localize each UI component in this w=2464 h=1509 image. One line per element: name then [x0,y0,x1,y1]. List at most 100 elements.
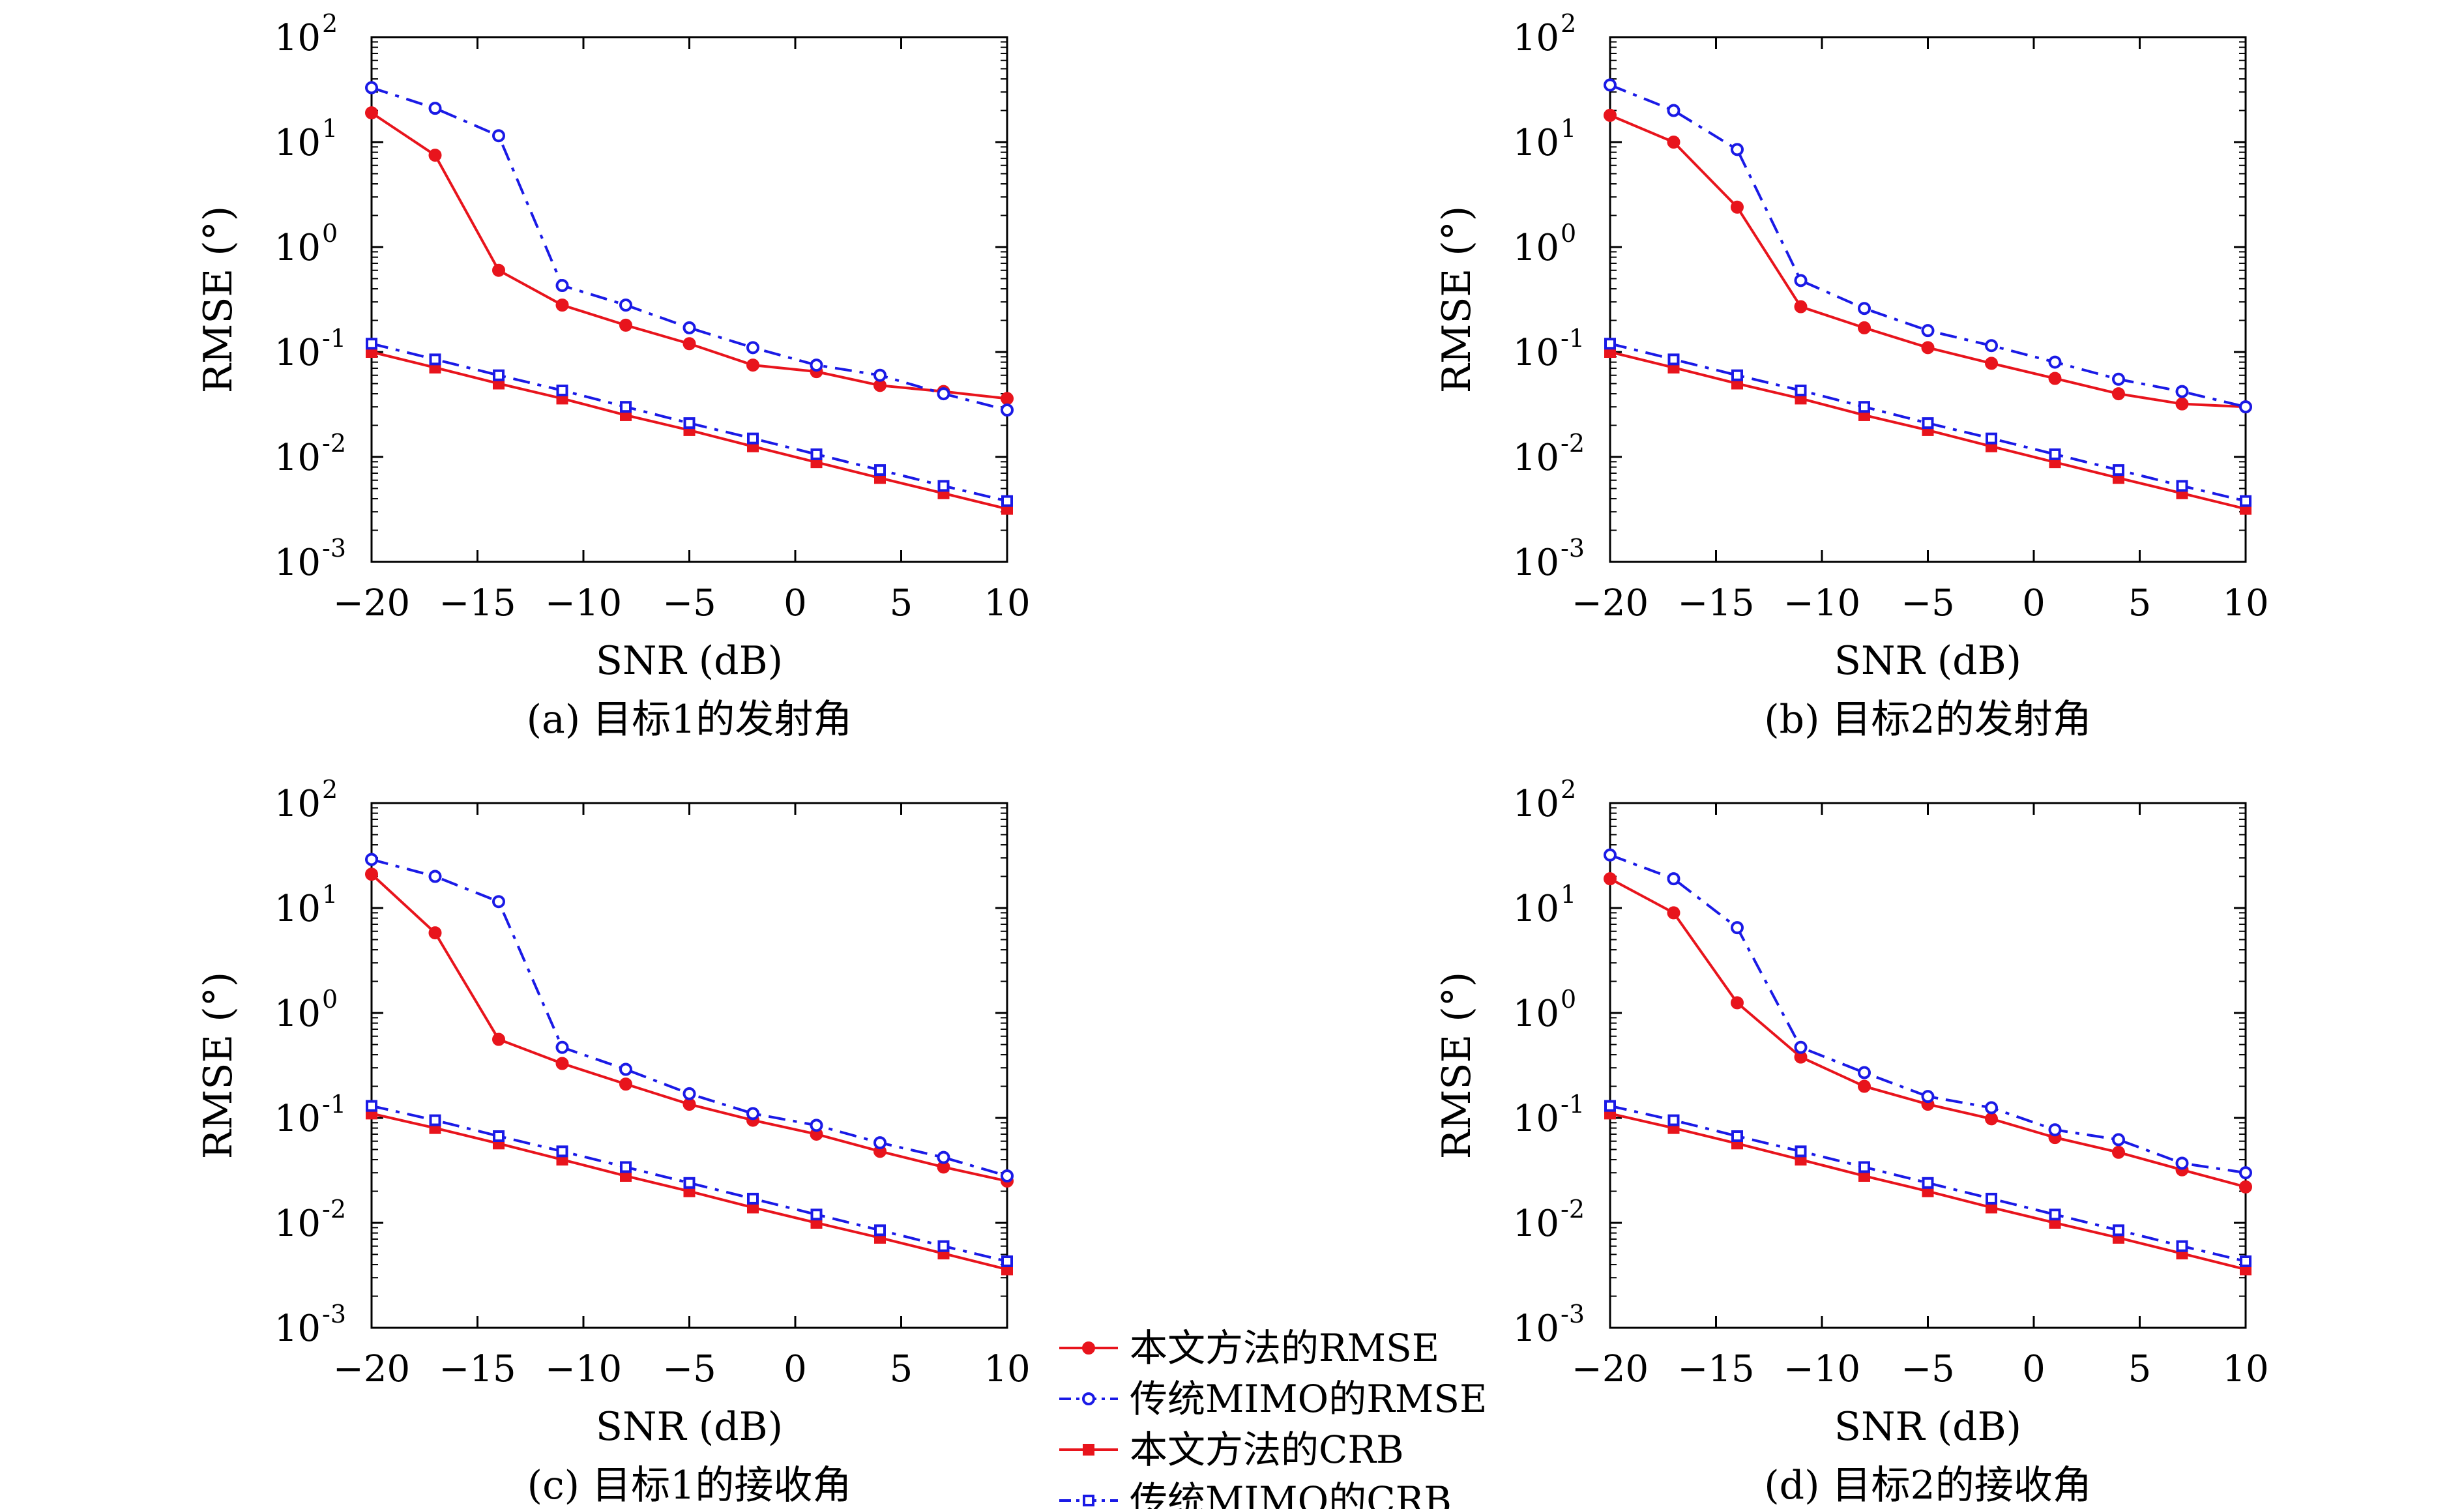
data-point [746,359,759,372]
data-point [937,1150,950,1164]
series [365,81,1014,417]
legend: 本文方法的RMSE 传统MIMO的RMSE 本文方法的CRB 传统MIMO的CRB [1059,1326,1487,1509]
x-tick-label: 5 [890,582,913,624]
y-tick-label: 10 [274,993,321,1035]
data-point [365,81,378,95]
y-tick-label: 10 [1513,332,1559,374]
data-point [493,369,505,381]
data-point [365,868,378,881]
x-axis-label: SNR (dB) [596,1404,783,1450]
data-point [1667,872,1680,886]
data-point [2175,397,2189,411]
y-axis-label: RMSE (°) [196,972,241,1159]
data-point [555,1057,569,1070]
x-tick-label: −15 [439,1348,516,1390]
data-point [428,926,442,940]
data-point [2049,448,2061,460]
data-point [874,464,886,476]
panel-caption: (b) 目标2的发射角 [1764,697,2091,742]
y-tick-label: 10 [274,17,321,59]
data-point [1604,1100,1616,1112]
data-point [1604,848,1617,862]
data-point [1604,78,1617,92]
data-point [1667,104,1680,117]
data-point [429,353,441,366]
x-tick-label: −5 [1901,582,1955,624]
data-point [1001,1255,1013,1268]
legend-marker [1083,1495,1094,1506]
x-axis-label: SNR (dB) [1834,1404,2021,1450]
x-tick-label: −10 [1783,1348,1860,1390]
y-tick-label: 10 [274,1203,321,1245]
data-point [937,480,950,492]
x-tick-label: −5 [662,1348,716,1390]
series [365,853,1014,1183]
data-point [2240,495,2251,507]
y-tick-label: 10 [274,1098,321,1140]
data-point [429,1114,441,1126]
series [1604,1107,2251,1276]
data-point [556,1145,568,1158]
legend-entry: 本文方法的RMSE [1059,1326,1439,1370]
y-tick-exponent: 0 [1561,219,1576,248]
data-point [1731,200,1744,214]
series-line [371,86,1008,411]
legend-entry: 传统MIMO的RMSE [1059,1377,1487,1421]
y-tick-exponent: -2 [1561,429,1585,458]
y-axis-label: RMSE (°) [1434,206,1480,393]
y-tick-exponent: 1 [1561,880,1576,909]
data-point [1922,417,1934,430]
data-point [1795,1145,1807,1158]
y-tick-exponent: 2 [1561,775,1576,804]
y-tick-label: 10 [1513,993,1559,1035]
data-point [492,263,505,277]
data-point [1001,403,1014,417]
data-point [1921,1090,1935,1104]
x-axis-label: SNR (dB) [1834,638,2021,684]
legend-entry: 传统MIMO的CRB [1059,1478,1452,1509]
legend-marker [1082,1341,1095,1355]
data-point [1858,1079,1871,1093]
data-point [873,368,887,382]
x-tick-label: −15 [1677,1348,1754,1390]
series [366,1107,1013,1276]
data-point [937,387,950,401]
y-axis-label: RMSE (°) [196,206,241,393]
data-point [1604,108,1617,122]
data-point [493,1130,505,1143]
data-point [682,1087,696,1100]
data-point [2240,1255,2251,1268]
data-point [365,106,378,120]
data-point [873,1136,887,1150]
legend-label: 传统MIMO的RMSE [1130,1377,1487,1421]
y-tick-exponent: 2 [1561,9,1576,38]
data-point [428,149,442,162]
y-tick-exponent: -3 [1561,1300,1585,1328]
data-point [2175,1156,2189,1170]
x-tick-label: −5 [662,582,716,624]
plot-frame [370,36,1008,563]
y-tick-exponent: -1 [1561,324,1585,353]
y-tick-label: 10 [1513,122,1559,164]
x-tick-label: −5 [1901,1348,1955,1390]
series-line [1609,877,2246,1188]
x-tick-label: 0 [784,1348,807,1390]
data-point [810,448,823,460]
y-tick-exponent: -1 [322,1090,346,1119]
data-point [1731,1130,1743,1143]
data-point [1858,302,1871,315]
data-point [746,341,759,355]
data-point [810,1209,823,1221]
y-tick-label: 10 [1513,1308,1559,1350]
panel-caption: (d) 目标2的接收角 [1764,1463,2091,1508]
data-point [492,1033,505,1046]
series [1604,78,2252,414]
y-tick-label: 10 [274,888,321,930]
data-point [2048,372,2062,385]
y-tick-exponent: 2 [322,9,338,38]
data-point [2239,400,2252,414]
y-tick-exponent: 1 [322,880,338,909]
data-point [1794,300,1808,314]
